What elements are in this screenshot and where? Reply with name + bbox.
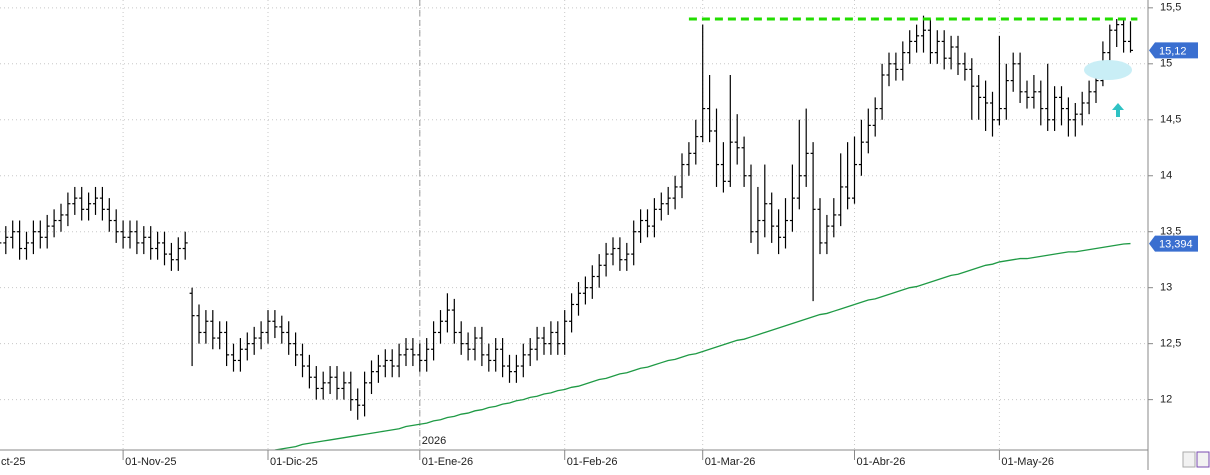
up-arrow bbox=[1112, 103, 1124, 117]
y-tick-label: 12,5 bbox=[1160, 338, 1181, 350]
moving-average-line bbox=[274, 242, 1131, 450]
x-tick-label: 01-May-26 bbox=[1001, 456, 1054, 468]
plot-area bbox=[0, 15, 1138, 450]
x-tick-label: 01-Abr-26 bbox=[857, 456, 906, 468]
y-tick-label: 15 bbox=[1160, 58, 1172, 70]
x-tick-label: 01-Ene-26 bbox=[422, 456, 473, 468]
last-value-label: 13,394 bbox=[1159, 238, 1193, 250]
y-tick-label: 15,5 bbox=[1160, 2, 1181, 14]
year-label: 2026 bbox=[422, 435, 446, 447]
x-tick-label: 01-Mar-26 bbox=[705, 456, 756, 468]
y-tick-label: 14,5 bbox=[1160, 114, 1181, 126]
y-tick-label: 13 bbox=[1160, 282, 1172, 294]
x-tick-label: 01-Feb-26 bbox=[567, 456, 618, 468]
x-tick-label: ct-25 bbox=[1, 456, 25, 468]
last-value-box bbox=[1149, 42, 1198, 59]
zoom-button[interactable] bbox=[1196, 451, 1210, 468]
axes: 12 12,5 13 13,5 14 14,5 15 15,5 ct-25 01-Nov-25 01… bbox=[1, 2, 1198, 468]
y-tick-label: 12 bbox=[1160, 394, 1172, 406]
last-value-label: 15,12 bbox=[1159, 45, 1187, 57]
scroll-button[interactable] bbox=[1182, 451, 1196, 468]
x-tick-label: 01-Dic-25 bbox=[270, 456, 318, 468]
y-tick-label: 13,5 bbox=[1160, 226, 1181, 238]
x-tick-label: 01-Nov-25 bbox=[125, 456, 176, 468]
last-value-box bbox=[1149, 235, 1198, 252]
highlight-ellipse bbox=[1084, 60, 1132, 80]
y-tick-label: 14 bbox=[1160, 170, 1172, 182]
grid bbox=[0, 0, 1148, 450]
